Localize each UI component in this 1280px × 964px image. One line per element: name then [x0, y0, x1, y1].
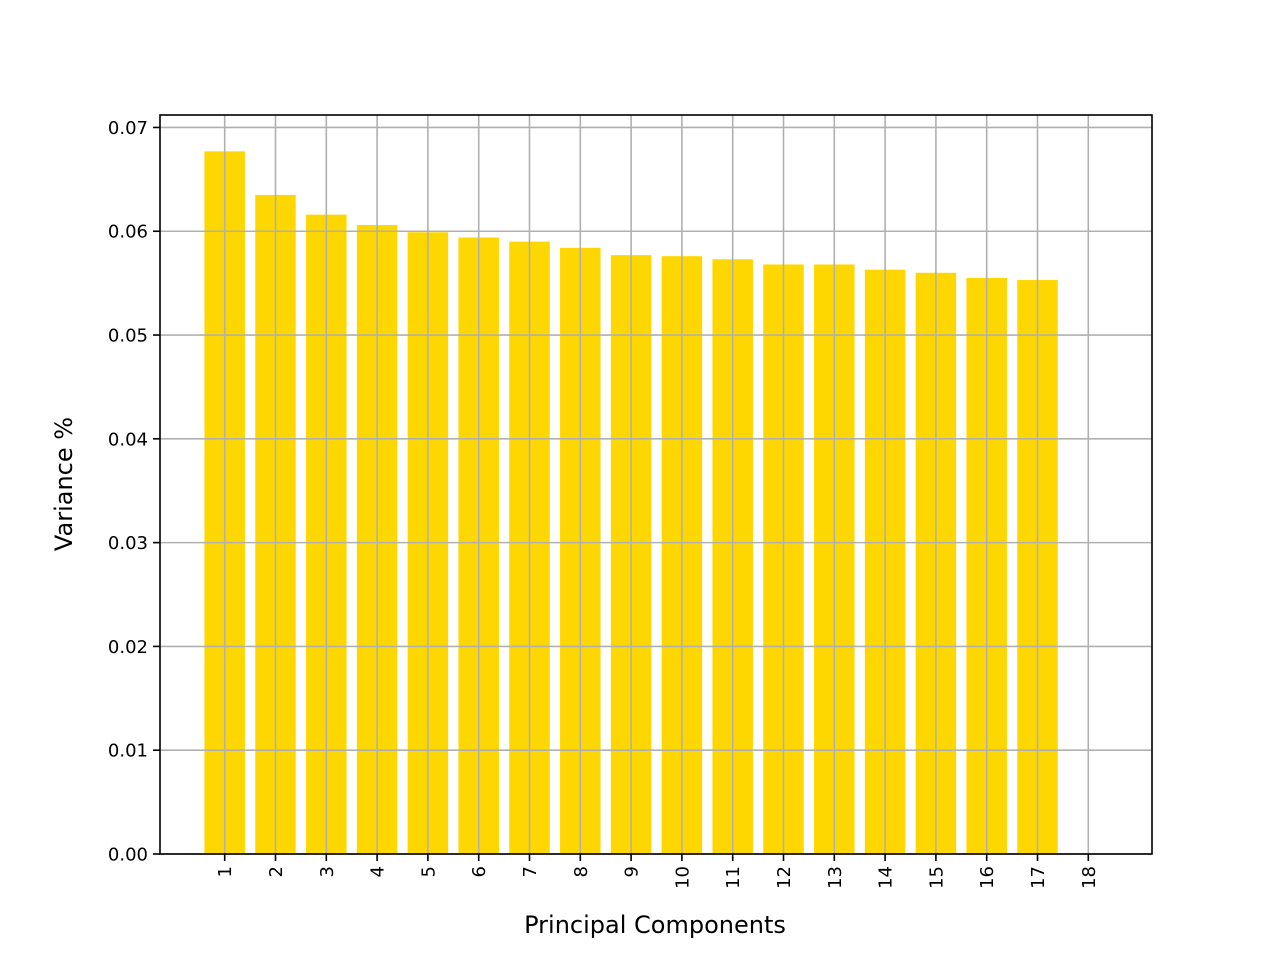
y-tick-label-0.01: 0.01: [108, 741, 148, 762]
x-tick-label-3: 3: [317, 866, 338, 877]
y-tick-label-0.06: 0.06: [108, 222, 148, 243]
x-tick-label-17: 17: [1028, 866, 1049, 889]
x-tick-label-9: 9: [622, 866, 643, 877]
x-tick-label-2: 2: [266, 866, 287, 877]
x-tick-label-8: 8: [571, 866, 592, 877]
x-axis-label: Principal Components: [524, 911, 786, 939]
x-tick-label-6: 6: [469, 866, 490, 877]
x-tick-label-12: 12: [774, 866, 795, 889]
x-tick-label-18: 18: [1079, 866, 1100, 889]
x-tick-label-4: 4: [368, 866, 389, 877]
x-tick-label-5: 5: [418, 866, 439, 877]
x-tick-label-16: 16: [977, 866, 998, 889]
x-tick-label-15: 15: [926, 866, 947, 889]
grid-layer: [160, 115, 1152, 855]
y-tick-label-0.04: 0.04: [108, 429, 148, 450]
plot-frame: [159, 114, 1153, 855]
x-tick-label-13: 13: [825, 866, 846, 889]
axes-layer: 0.000.010.020.030.040.050.060.071 2 3 4 5 6 7 8…: [108, 114, 1153, 889]
x-tick-label-14: 14: [876, 866, 897, 889]
y-tick-label-0.03: 0.03: [108, 533, 148, 554]
x-tick-label-7: 7: [520, 866, 541, 877]
y-tick-label-0.00: 0.00: [108, 845, 148, 866]
x-tick-label-1: 1: [215, 866, 236, 877]
y-tick-label-0.05: 0.05: [108, 326, 148, 347]
labels-layer: Principal Components Variance %: [50, 417, 786, 939]
y-tick-label-0.02: 0.02: [108, 637, 148, 658]
x-tick-label-11: 11: [723, 866, 744, 889]
y-tick-label-0.07: 0.07: [108, 118, 148, 139]
x-tick-label-10: 10: [672, 866, 693, 889]
y-axis-label: Variance %: [50, 417, 78, 551]
